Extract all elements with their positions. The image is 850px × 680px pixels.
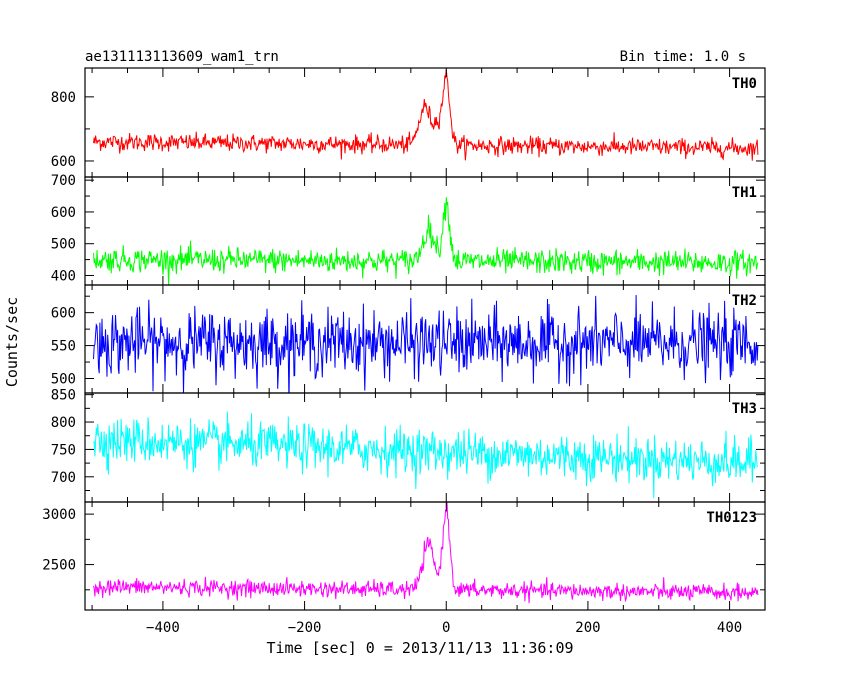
channel-label: TH0123 — [706, 510, 757, 526]
y-tick-label: 600 — [51, 306, 76, 322]
series-line-th1 — [93, 197, 759, 285]
y-tick-label: 750 — [51, 442, 76, 458]
panel-frame — [84, 501, 766, 611]
x-tick-label: −400 — [146, 620, 180, 636]
x-tick-label: −200 — [288, 620, 322, 636]
y-axis-label: Counts/sec — [3, 297, 21, 387]
panel-frame — [84, 67, 766, 178]
channel-label: TH0 — [732, 76, 757, 92]
panel-th0123: 2500 3000 TH0123 — [42, 501, 766, 611]
y-tick-label: 850 — [51, 388, 76, 404]
panel-th3: 700 750 800 850 TH3 — [51, 388, 766, 503]
panel-th0: 600 800 TH0 — [51, 67, 766, 178]
panels-group: 600800TH0400500600700TH1500550600TH27007… — [42, 67, 766, 611]
y-tick-label: 800 — [51, 415, 76, 431]
x-tick-label: 400 — [717, 620, 742, 636]
y-tick-label: 600 — [51, 154, 76, 170]
x-axis: −400 −200 0 200 400 — [146, 620, 742, 636]
series-line-th0 — [93, 69, 759, 161]
y-tick-label: 550 — [51, 339, 76, 355]
bin-time-label: Bin time: 1.0 s — [620, 49, 746, 65]
panel-th1: 400 500 600 700 TH1 — [51, 173, 766, 286]
y-tick-label: 500 — [51, 372, 76, 388]
x-tick-label: 200 — [575, 620, 600, 636]
channel-label: TH3 — [732, 401, 757, 417]
channel-label: TH2 — [732, 293, 757, 309]
y-tick-label: 600 — [51, 205, 76, 221]
y-tick-label: 800 — [51, 90, 76, 106]
y-tick-label: 3000 — [42, 507, 76, 523]
y-tick-label: 2500 — [42, 558, 76, 574]
chart-title: ae131113113609_wam1_trn — [85, 49, 279, 65]
series-line-th0123 — [93, 502, 759, 604]
panel-th2: 500 550 600 TH2 — [51, 284, 766, 394]
x-tick-label: 0 — [442, 620, 450, 636]
series-line-th3 — [93, 411, 759, 499]
y-tick-label: 700 — [51, 470, 76, 486]
y-tick-label: 400 — [51, 268, 76, 284]
channel-label: TH1 — [732, 185, 757, 201]
y-tick-label: 500 — [51, 237, 76, 253]
series-line-th2 — [93, 294, 759, 393]
x-axis-label: Time [sec] 0 = 2013/11/13 11:36:09 — [266, 639, 573, 657]
y-tick-label: 700 — [51, 173, 76, 189]
